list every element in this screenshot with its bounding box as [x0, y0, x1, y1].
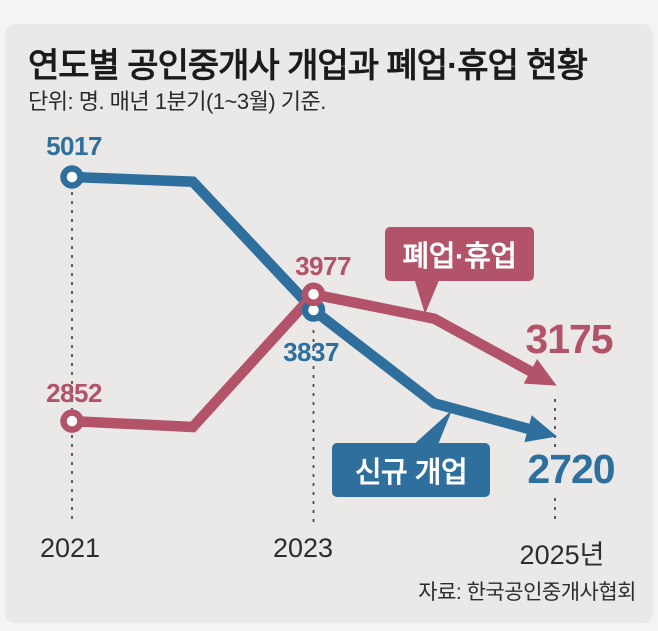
legend-label-closed: 폐업·휴업 — [402, 241, 517, 273]
legend-label-new: 신규 개업 — [354, 457, 468, 489]
legend-tail-closed — [414, 278, 440, 314]
legend-callout-closed: 폐업·휴업 — [385, 227, 534, 281]
x-axis-label-2025: 2025년 — [519, 540, 605, 570]
value-label-new-2025: 2720 — [527, 446, 615, 492]
legend-tail-new — [411, 410, 452, 447]
value-label-new-2021: 5017 — [46, 131, 102, 161]
x-axis-label-2023: 2023 — [272, 533, 334, 563]
data-point-marker-red-2021 — [60, 409, 84, 433]
source-credit: 자료: 한국공인중개사협회 — [418, 581, 636, 604]
data-point-marker-blue-2021 — [60, 165, 84, 189]
x-axis-label-2021: 2021 — [39, 533, 101, 563]
data-point-marker-red-2023 — [301, 282, 326, 307]
chart-title: 연도별 공인중개사 개업과 폐업·휴업 현황 — [28, 47, 588, 85]
value-label-closed-2021: 2852 — [46, 378, 102, 408]
value-label-closed-2025: 3175 — [525, 316, 613, 362]
value-label-new-2023: 3837 — [283, 337, 339, 367]
legend-callout-new: 신규 개업 — [332, 443, 490, 497]
chart-subtitle: 단위: 명. 매년 1분기(1~3월) 기준. — [28, 89, 326, 114]
value-label-closed-2023: 3977 — [295, 251, 351, 281]
